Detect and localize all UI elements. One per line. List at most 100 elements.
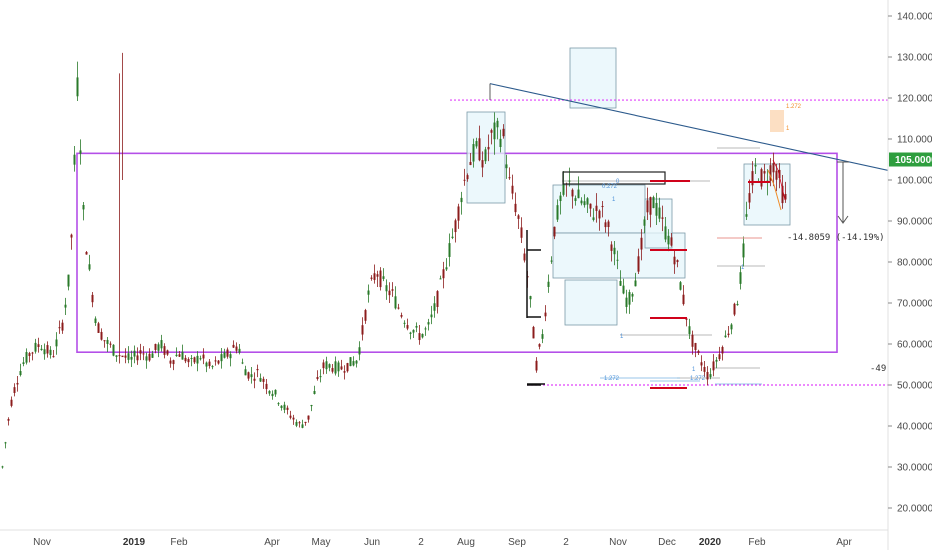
candle-body [661,217,664,219]
candle [376,270,379,287]
candle [442,261,445,289]
candle-body [754,164,757,167]
candle-body [475,141,478,147]
candle-body [376,274,379,277]
candle-body [202,354,205,359]
candle [220,348,223,369]
candle [652,195,655,209]
candle-body [535,360,538,371]
candle-body [607,221,610,228]
candle [496,117,499,140]
candle [280,405,283,411]
candle-body [511,185,514,194]
date-tick-label: Feb [170,537,188,548]
candle [367,284,370,303]
candle [193,356,196,365]
candle-body [385,285,388,292]
candle [547,274,550,293]
candle [400,312,403,319]
candle-body [634,280,637,287]
candle-body [496,120,499,128]
candle [670,232,673,247]
candle [28,351,31,363]
candle-body [217,360,220,364]
candle-body [460,197,463,203]
candle [145,352,148,369]
candle-body [550,260,553,262]
candle-body [190,358,193,360]
candle-body [589,203,592,209]
candle-body [649,197,652,215]
candle [388,282,391,303]
candle [40,344,43,351]
projection-line [772,159,786,201]
bracket-box [562,171,666,185]
candle [529,295,532,308]
price-tick-label: 70.0000 [897,299,932,310]
candle-body [46,345,49,354]
candle-body [685,318,688,320]
candle-body [169,360,172,364]
candle-body [121,355,124,358]
candle-body [676,260,679,263]
candle [370,275,373,281]
candle [13,383,16,397]
candle-body [439,278,442,280]
candle-body [241,362,244,364]
candle [148,348,151,362]
candle-body [196,355,199,364]
candle-body [340,366,343,370]
candle [307,415,310,423]
candle [385,279,388,300]
candle-body [538,344,541,347]
candle-body [706,371,709,380]
candle [346,362,349,373]
candle-body [4,442,7,444]
candle-body [415,325,418,328]
candle-body [112,344,115,356]
candle-body [412,329,415,333]
candle [700,355,703,372]
candle-body [64,304,67,308]
candle-body [436,291,439,307]
candle [205,361,208,373]
candle [451,228,454,240]
candle-body [1,466,4,468]
candle [469,153,472,166]
candle [355,359,358,368]
candle-body [781,185,784,204]
price-axis-bg [888,0,932,550]
candle [583,194,586,208]
candle-body [37,344,40,347]
candle-body [103,340,106,342]
candle-body [628,292,631,305]
candle [625,289,628,314]
date-tick-label: 2 [418,537,424,548]
candle [397,303,400,310]
candle-body [301,424,304,428]
candle [46,341,49,358]
candle [427,318,430,331]
candle-body [733,303,736,315]
candle-body [640,237,643,250]
candle [238,344,241,355]
candle [607,219,610,237]
candle [487,134,490,162]
candle-body [265,383,268,390]
candle-body [55,339,58,347]
candle [79,139,82,165]
candle-body [352,361,355,366]
candle-body [763,171,766,174]
candle [460,191,463,215]
candle-body [679,282,682,290]
candle-body [115,355,118,357]
candle [157,342,160,358]
candle [406,318,409,331]
candle [661,205,664,232]
candle [286,405,289,415]
candle [55,332,58,355]
candle [754,157,757,174]
candle-body [664,226,667,240]
candle-body [652,197,655,209]
